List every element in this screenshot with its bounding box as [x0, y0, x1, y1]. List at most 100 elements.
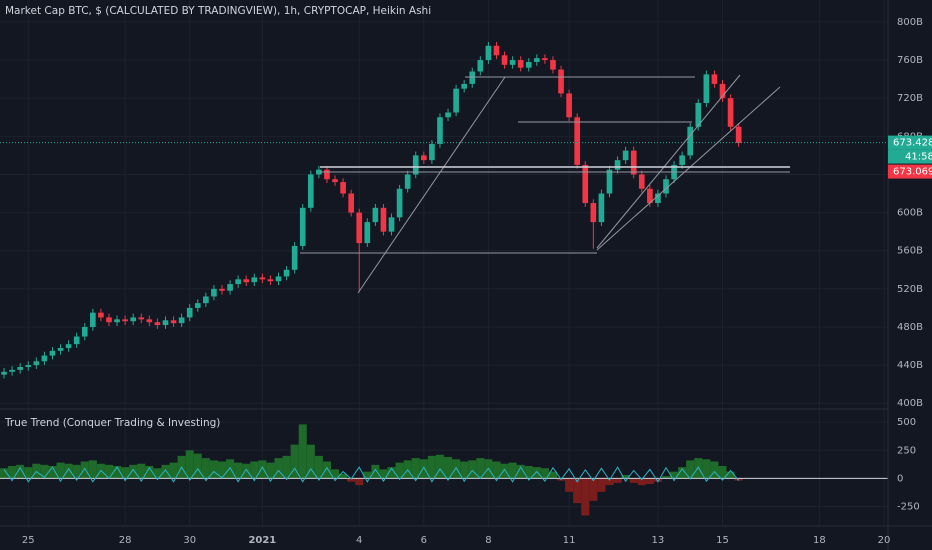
histogram-bar	[48, 466, 57, 479]
candle-body	[283, 269, 290, 277]
candle-body	[9, 369, 15, 372]
histogram-bar	[452, 459, 461, 479]
histogram-bar	[435, 454, 444, 479]
histogram-bar	[573, 478, 582, 504]
histogram-bar	[88, 460, 97, 479]
price-label: 673.428B	[893, 138, 932, 149]
histogram-bar	[169, 462, 178, 479]
histogram-bar	[678, 467, 687, 479]
candle-body	[57, 347, 64, 351]
histogram-bar	[64, 463, 73, 479]
candle-body	[655, 193, 661, 204]
candle-body	[170, 320, 177, 324]
x-tick-label: 11	[563, 535, 576, 546]
histogram-bar	[330, 469, 340, 479]
candle-body	[98, 312, 104, 318]
histogram-bar	[653, 478, 662, 482]
histogram-bar	[605, 478, 614, 486]
candle-body	[211, 288, 217, 297]
candle-body	[316, 169, 322, 175]
price-label-box	[888, 135, 932, 150]
y-tick-label: -250	[897, 502, 920, 513]
candle-body	[525, 61, 532, 68]
x-tick-label: 13	[652, 535, 665, 546]
trend-line	[596, 74, 741, 249]
candle-body	[90, 312, 96, 327]
histogram-bar	[460, 461, 469, 479]
candle-body	[340, 182, 346, 194]
candle-body	[542, 58, 548, 61]
chart-title: Market Cap BTC, $ (CALCULATED BY TRADING…	[5, 5, 431, 17]
histogram-bar	[468, 460, 477, 479]
candle-body	[186, 307, 193, 318]
x-tick-label: 6	[421, 535, 427, 546]
candle-body	[638, 174, 645, 189]
candle-body	[235, 279, 241, 285]
histogram-bar	[209, 460, 218, 479]
histogram-bar	[290, 444, 299, 479]
histogram-bar	[710, 461, 719, 479]
candle-body	[324, 169, 330, 180]
candle-body	[17, 367, 24, 370]
histogram-bar	[217, 461, 227, 479]
histogram-bar	[548, 471, 558, 479]
candle-body	[550, 60, 556, 70]
histogram-bar	[411, 458, 420, 479]
x-tick-label: 15	[716, 535, 729, 546]
histogram-bar	[129, 464, 138, 479]
candle-body	[566, 93, 572, 118]
histogram-bar	[250, 461, 259, 479]
trend-line	[357, 76, 506, 294]
x-tick-label: 18	[813, 535, 826, 546]
histogram-bar	[113, 466, 122, 479]
axis-labels: 400B440B480B520B560B600B640B680B720B760B…	[22, 17, 932, 546]
candle-body	[534, 58, 540, 62]
histogram-bar	[427, 455, 436, 479]
candle-body	[138, 317, 145, 320]
candle-body	[429, 143, 435, 161]
histogram-bar	[395, 462, 404, 479]
candle-body	[437, 117, 443, 144]
candle-body	[146, 319, 153, 323]
candle-body	[420, 155, 427, 161]
grid	[0, 0, 888, 526]
histogram-bar	[226, 459, 235, 479]
histogram-bar	[242, 463, 251, 479]
histogram-bar	[16, 464, 25, 479]
candle-body	[598, 193, 605, 223]
candle-body	[356, 212, 363, 244]
histogram-bar	[565, 478, 574, 492]
candle-body	[453, 88, 459, 113]
histogram-bar	[597, 478, 606, 492]
candle-body	[267, 279, 274, 282]
y-tick-label: 720B	[897, 93, 923, 104]
candle-body	[364, 222, 371, 244]
histogram-bar	[371, 464, 380, 479]
histogram-bar	[56, 462, 65, 479]
candle-body	[1, 371, 7, 375]
histogram-bar	[306, 444, 315, 479]
candle-body	[49, 350, 56, 356]
drawings	[300, 74, 790, 294]
candle-body	[227, 284, 233, 291]
x-tick-label: 8	[485, 535, 491, 546]
histogram-bar	[629, 478, 638, 483]
candle-body	[517, 60, 524, 68]
candle-body	[154, 322, 161, 326]
candle-body	[65, 344, 72, 348]
candle-body	[130, 317, 137, 322]
x-tick-label: 30	[183, 535, 196, 546]
y-tick-label: 600B	[897, 208, 923, 219]
candle-body	[590, 203, 597, 223]
histogram-bar	[193, 453, 202, 479]
y-tick-label: 760B	[897, 55, 923, 66]
histogram-bar	[524, 466, 533, 479]
histogram-bar	[694, 458, 703, 479]
candle-body	[251, 277, 258, 283]
candle-body	[558, 69, 564, 94]
histogram-bar	[40, 464, 49, 479]
candle-body	[348, 193, 354, 213]
x-tick-label: 4	[356, 535, 362, 546]
histogram-bar	[686, 460, 695, 479]
